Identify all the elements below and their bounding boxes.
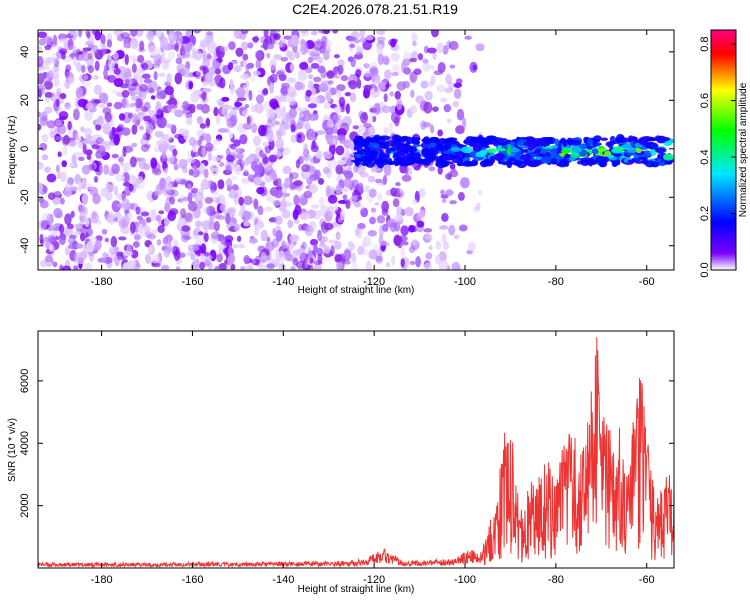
snr-x-tick-label: -80 <box>548 574 564 586</box>
snr-x-axis: -180 -160 -140 -120 -100 -80 -60 <box>91 331 655 586</box>
spectrogram-panel: -180 -160 -140 -120 -100 -80 -60 -40 -20 0 20 40 H… <box>7 29 675 296</box>
snr-y-tick-label: 6000 <box>19 369 31 393</box>
snr-frame <box>37 330 675 569</box>
colorbar-gradient <box>711 30 736 270</box>
spectrogram-y-tick-label: 40 <box>19 46 31 58</box>
snr-y-tick-label: 2000 <box>19 493 31 517</box>
spectrogram-y-label: Frequency (Hz) <box>7 116 18 185</box>
spectrogram-y-tick-label: 20 <box>19 94 31 106</box>
snr-line-series <box>38 337 674 568</box>
spectrogram-y-axis: -40 -20 0 20 40 <box>19 46 674 254</box>
colorbar-tick-label: 0.6 <box>699 93 711 108</box>
snr-x-tick-label: -160 <box>181 574 203 586</box>
snr-x-tick-label: -180 <box>91 574 113 586</box>
snr-y-label: SNR (10 * v/v) <box>7 418 18 482</box>
snr-y-axis: 2000 4000 6000 <box>19 369 674 518</box>
spectrogram-x-tick-label: -60 <box>639 276 655 288</box>
spectrogram-heatmap <box>38 30 674 270</box>
snr-x-label: Height of straight line (km) <box>298 584 415 595</box>
snr-panel: -180 -160 -140 -120 -100 -80 -60 200040006000 … <box>7 330 675 595</box>
colorbar-frame <box>710 29 737 271</box>
spectrogram-x-axis: -180 -160 -140 -120 -100 -80 -60 <box>91 30 655 288</box>
snr-x-tick-label: -120 <box>363 574 385 586</box>
colorbar-tick-label: 0.0 <box>699 262 711 277</box>
colorbar-ticks: 0.0 0.2 0.4 0.6 0.8 <box>699 36 736 278</box>
spectrogram-y-tick-label: -40 <box>19 238 31 254</box>
snr-background <box>38 331 674 568</box>
colorbar-tick-label: 0.4 <box>699 149 711 164</box>
spectrogram-x-tick-label: -120 <box>363 276 385 288</box>
spectrogram-y-tick-label: -20 <box>19 189 31 205</box>
snr-x-tick-label: -100 <box>454 574 476 586</box>
spectrogram-x-tick-label: -100 <box>454 276 476 288</box>
figure-title: C2E4.2026.078.21.51.R19 <box>292 1 458 17</box>
colorbar-tick-label: 0.8 <box>699 36 711 51</box>
snr-y-tick-label: 4000 <box>19 431 31 455</box>
snr-x-tick-label: -140 <box>272 574 294 586</box>
colorbar: 0.0 0.2 0.4 0.6 0.8 Normalized spectral ampl… <box>699 29 749 278</box>
spectrogram-x-tick-label: -80 <box>548 276 564 288</box>
spectrogram-x-tick-label: -180 <box>91 276 113 288</box>
colorbar-label: Normalized spectral amplitude <box>738 82 749 217</box>
spectrogram-x-tick-label: -160 <box>181 276 203 288</box>
snr-x-tick-label: -60 <box>639 574 655 586</box>
spectrogram-x-tick-label: -140 <box>272 276 294 288</box>
spectrogram-frame <box>37 29 675 271</box>
spectrogram-y-tick-label: 0 <box>19 146 31 152</box>
spectrogram-x-label: Height of straight line (km) <box>298 285 415 296</box>
colorbar-tick-label: 0.2 <box>699 206 711 221</box>
